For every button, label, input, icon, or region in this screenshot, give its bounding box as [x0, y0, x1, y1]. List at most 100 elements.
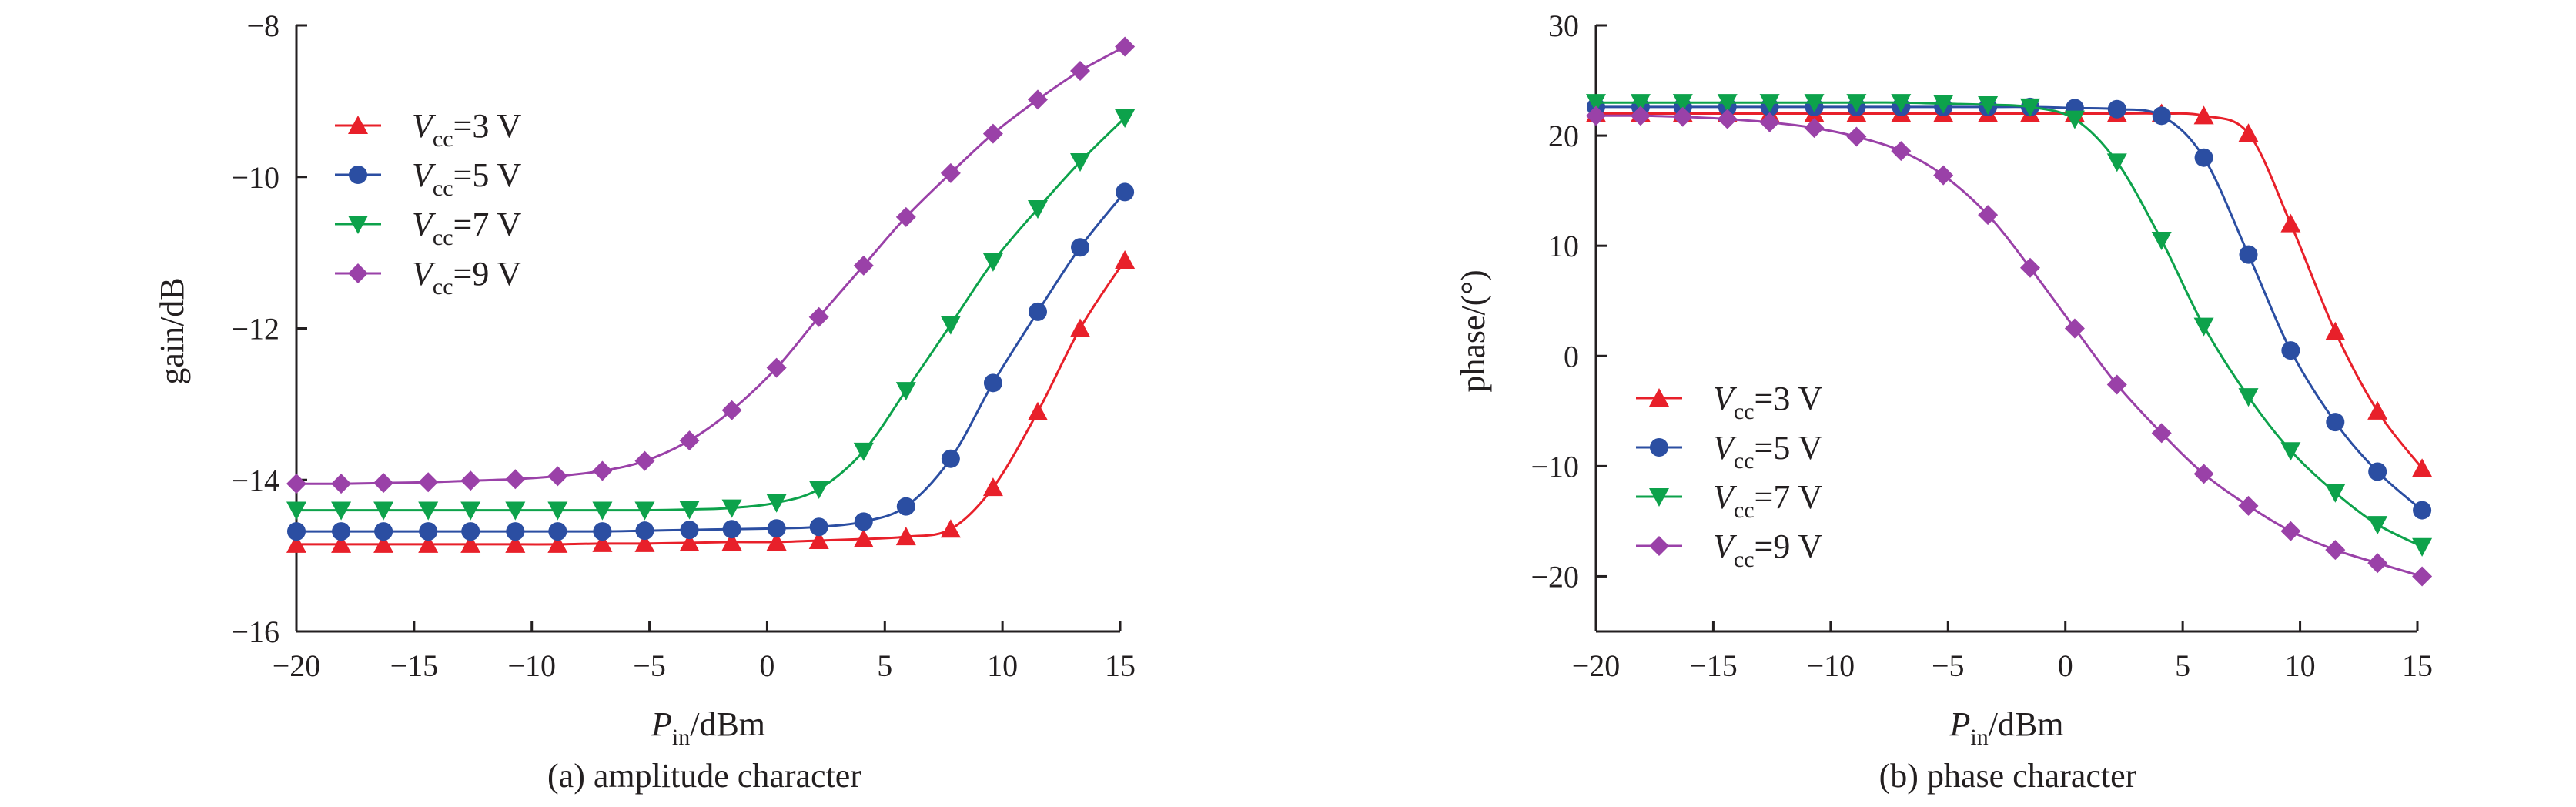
amplitude-data-point	[592, 533, 613, 552]
phase-data-point	[2325, 540, 2346, 561]
amplitude-data-point	[766, 531, 787, 551]
amplitude-series-cc-3v	[286, 249, 1136, 553]
amplitude-data-point	[808, 530, 829, 549]
amplitude-data-point	[331, 534, 352, 553]
phase-x-tick-label: −20	[1572, 648, 1621, 683]
amplitude-data-point	[982, 123, 1003, 144]
phase-data-point	[2280, 521, 2301, 541]
phase-y-tick-label: 10	[1548, 229, 1579, 263]
phase-data-point	[1891, 141, 1912, 162]
amplitude-legend-marker	[348, 215, 368, 234]
amplitude-chart-caption: (a) amplitude character	[547, 757, 861, 795]
phase-data-point	[2019, 98, 2040, 117]
amplitude-data-point	[1029, 302, 1047, 321]
phase-legend-marker	[1650, 438, 1668, 457]
phase-x-tick-label: 10	[2285, 648, 2316, 683]
amplitude-data-point	[1028, 89, 1048, 110]
phase-y-tick-label: −10	[1531, 449, 1579, 484]
amplitude-data-point	[593, 522, 612, 541]
amplitude-data-point	[767, 519, 786, 538]
phase-data-point	[1586, 105, 1606, 126]
amplitude-data-point	[1116, 182, 1135, 202]
amplitude-data-point	[634, 501, 655, 521]
amplitude-data-point	[547, 534, 568, 553]
amplitude-data-point	[766, 494, 787, 513]
amplitude-data-point	[373, 473, 394, 494]
phase-data-point	[1759, 112, 1780, 132]
amplitude-legend-marker	[349, 166, 367, 184]
phase-data-point	[1717, 109, 1738, 129]
amplitude-data-point	[940, 519, 961, 538]
phase-data-point	[1978, 205, 1999, 226]
amplitude-legend-marker	[348, 116, 368, 135]
amplitude-x-tick-label: 10	[987, 648, 1018, 683]
amplitude-legend-entry: Vcc=5 V	[335, 156, 522, 201]
amplitude-data-point	[809, 517, 828, 537]
amplitude-data-point	[679, 501, 700, 520]
amplitude-data-point	[286, 474, 306, 494]
phase-data-point	[2194, 148, 2213, 167]
amplitude-data-point	[940, 316, 961, 335]
phase-data-point	[2280, 442, 2301, 461]
amplitude-x-tick-label: 0	[759, 648, 774, 683]
amplitude-data-point	[982, 253, 1003, 272]
amplitude-data-point	[592, 501, 613, 521]
amplitude-data-point	[418, 472, 439, 493]
amplitude-data-point	[460, 470, 481, 491]
amplitude-data-point	[722, 520, 741, 539]
phase-data-point	[2064, 318, 2085, 339]
amplitude-legend-marker	[348, 263, 368, 283]
amplitude-data-point	[505, 534, 526, 553]
phase-x-tick-label: 0	[2058, 648, 2073, 683]
amplitude-data-point	[374, 522, 393, 541]
amplitude-data-point	[634, 450, 655, 471]
amplitude-data-point	[635, 521, 654, 541]
phase-data-point	[1717, 94, 1738, 113]
amplitude-data-point	[506, 522, 525, 541]
amplitude-data-point	[854, 512, 873, 531]
phase-series-cc-3v	[1586, 103, 2433, 477]
phase-data-point	[2367, 553, 2388, 574]
amplitude-y-tick-label: −8	[246, 8, 279, 43]
phase-data-point	[2281, 341, 2300, 360]
phase-legend-entry: Vcc=7 V	[1636, 478, 1823, 523]
phase-data-point	[2280, 213, 2301, 233]
phase-legend-entry: Vcc=9 V	[1636, 527, 1823, 572]
phase-data-point	[2412, 458, 2433, 477]
amplitude-data-point	[286, 501, 306, 521]
amplitude-data-point	[721, 531, 742, 551]
phase-x-tick-label: 5	[2175, 648, 2190, 683]
phase-data-point	[2412, 566, 2433, 587]
phase-data-point	[2107, 99, 2126, 119]
amplitude-data-point	[680, 521, 699, 540]
amplitude-y-tick-label: −10	[231, 160, 279, 195]
amplitude-data-point	[808, 481, 829, 500]
phase-data-point	[2325, 484, 2346, 503]
amplitude-data-point	[940, 162, 961, 183]
amplitude-data-point	[287, 522, 306, 541]
phase-data-point	[1630, 105, 1651, 126]
phase-data-point	[2325, 321, 2346, 340]
phase-legend-label: Vcc=9 V	[1713, 527, 1823, 572]
amplitude-data-point	[1115, 249, 1136, 270]
phase-data-point	[2151, 423, 2172, 444]
amplitude-data-point	[1115, 109, 1136, 129]
amplitude-data-point	[896, 497, 915, 516]
amplitude-data-point	[1115, 36, 1136, 57]
phase-data-point	[2239, 245, 2258, 264]
amplitude-data-point	[1028, 200, 1048, 219]
phase-data-point	[1933, 95, 1954, 114]
phase-x-axis-label: Pin/dBm	[1949, 705, 2063, 750]
amplitude-data-point	[808, 306, 829, 327]
phase-legend-entry: Vcc=3 V	[1636, 380, 1823, 424]
amplitude-data-point	[461, 522, 480, 541]
phase-legend-label: Vcc=3 V	[1713, 380, 1823, 424]
phase-data-point	[1978, 95, 1999, 116]
amplitude-series-cc-7v	[286, 109, 1136, 521]
phase-data-point	[2106, 153, 2127, 172]
phase-data-point	[1759, 94, 1780, 113]
amplitude-legend-entry: Vcc=7 V	[335, 206, 522, 250]
phase-data-point	[2193, 317, 2214, 337]
phase-y-tick-label: 30	[1548, 8, 1579, 43]
